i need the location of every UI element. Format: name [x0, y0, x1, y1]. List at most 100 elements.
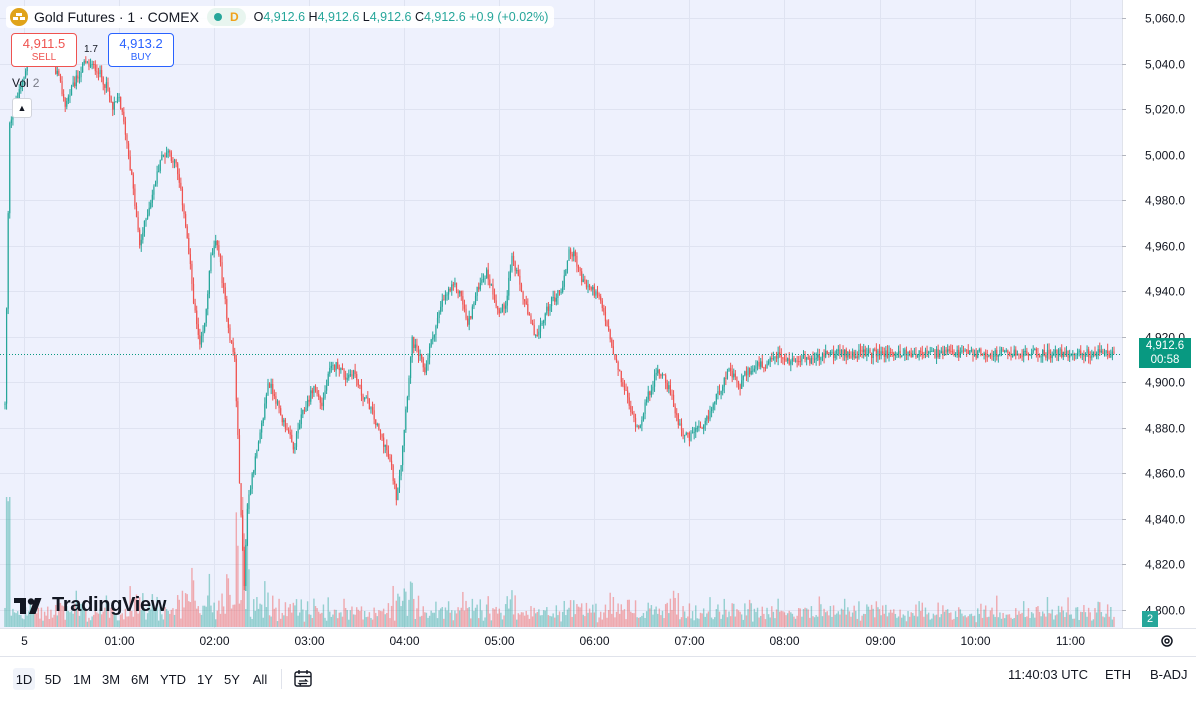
candle-body	[169, 150, 171, 153]
candle-body	[615, 358, 618, 363]
volume-bar	[508, 608, 510, 627]
volume-bar	[509, 599, 512, 627]
gear-icon[interactable]	[1158, 632, 1176, 650]
volume-bar	[289, 604, 291, 627]
candle-body	[972, 349, 974, 356]
timeframe-5y-button[interactable]: 5Y	[224, 671, 240, 687]
volume-bar	[207, 595, 209, 627]
volume-bar	[647, 602, 649, 627]
collapse-legend-button[interactable]: ▲	[12, 98, 32, 118]
volume-bar	[357, 609, 360, 627]
toolbar-divider	[281, 669, 282, 689]
candle-body	[145, 218, 147, 222]
symbol-title[interactable]: Gold Futures · 1 · COMEX	[34, 9, 199, 25]
candle-body	[712, 404, 714, 410]
timeframe-3m-button[interactable]: 3M	[101, 671, 121, 687]
candle-body	[173, 159, 176, 163]
volume-bar	[829, 605, 832, 627]
candle-body	[185, 214, 187, 227]
candle-body	[741, 380, 743, 389]
candle-body	[20, 84, 22, 89]
timeframe-all-button[interactable]: All	[252, 671, 268, 687]
volume-bar	[1113, 616, 1115, 627]
candle-body	[444, 294, 447, 300]
volume-bar	[1046, 597, 1049, 627]
price-axis[interactable]: 4,800.04,820.04,840.04,860.04,880.04,900…	[1122, 12, 1185, 618]
session-toggle[interactable]: ETH	[1105, 667, 1131, 682]
candle-body	[256, 450, 258, 457]
volume-bar	[322, 604, 325, 627]
volume-bar	[148, 605, 150, 627]
volume-bar	[463, 610, 466, 627]
volume-bar	[47, 606, 49, 627]
candle-body	[787, 358, 789, 362]
timeframe-ytd-button[interactable]: YTD	[160, 671, 186, 687]
candle-body	[915, 353, 917, 358]
candle-body	[446, 294, 448, 296]
buy-button[interactable]: 4,913.2 BUY	[108, 33, 174, 67]
adjustment-toggle[interactable]: B-ADJ	[1150, 667, 1188, 682]
candle-body	[75, 75, 77, 87]
market-status[interactable]: D	[206, 8, 246, 26]
candle-body	[326, 385, 328, 391]
candle-body	[146, 214, 149, 219]
go-to-date-icon[interactable]	[292, 669, 314, 689]
candle-body	[495, 300, 497, 307]
time-axis[interactable]: 5 01:00 02:00 03:00 04:00 05:00 06:00 07:00 08:0…	[21, 634, 1085, 648]
candle-body	[554, 297, 556, 302]
volume-bar	[745, 615, 748, 627]
volume-bar	[554, 617, 556, 627]
volume-bar	[83, 608, 85, 627]
volume-bar	[788, 610, 790, 627]
volume-bar	[817, 616, 819, 627]
volume-bar	[717, 604, 719, 627]
candle-body	[82, 63, 84, 73]
volume-bar	[371, 619, 374, 627]
volume-bar	[229, 594, 231, 627]
price-tick-label: 4,840.0	[1145, 513, 1185, 527]
timeframe-1d-button[interactable]: 1D	[13, 668, 35, 690]
volume-bar	[969, 614, 971, 627]
utc-clock[interactable]: 11:40:03 UTC	[1008, 667, 1088, 682]
volume-bar	[124, 608, 127, 627]
sell-button[interactable]: 4,911.5 SELL	[11, 33, 77, 67]
candle-body	[265, 394, 268, 404]
candle-body	[1045, 355, 1047, 358]
volume-bar	[1045, 616, 1047, 627]
volume-bar	[170, 609, 173, 627]
volume-bar	[493, 609, 496, 627]
timeframe-1m-button[interactable]: 1M	[72, 671, 92, 687]
candle-body	[26, 62, 28, 72]
volume-bar	[566, 609, 569, 627]
candle-body	[611, 339, 613, 347]
volume-bar	[777, 598, 779, 627]
volume-bar	[557, 615, 559, 627]
candle-body	[116, 97, 119, 102]
volume-bar	[340, 612, 342, 627]
candle-body	[349, 374, 351, 376]
volume-bar	[571, 616, 573, 627]
candle-body	[1029, 354, 1031, 356]
timeframe-5d-button[interactable]: 5D	[44, 671, 62, 687]
candle-body	[622, 382, 624, 387]
volume-bar	[592, 604, 594, 627]
candle-body	[815, 357, 817, 360]
volume-bar	[1021, 612, 1023, 627]
chart-canvas[interactable]: 4,800.04,820.04,840.04,860.04,880.04,900…	[0, 0, 1196, 656]
buy-price: 4,913.2	[119, 36, 163, 52]
volume-bar	[1054, 615, 1057, 627]
candle-body	[519, 275, 521, 285]
volume-legend[interactable]: Vol 2	[12, 76, 39, 90]
volume-bar	[1003, 618, 1006, 627]
volume-bar	[747, 609, 749, 627]
volume-bar	[815, 615, 817, 627]
candle-body	[516, 270, 518, 272]
candle-body	[289, 432, 291, 435]
volume-bar	[582, 614, 584, 627]
volume-bar	[934, 615, 936, 627]
volume-bar	[202, 605, 204, 627]
timeframe-6m-button[interactable]: 6M	[130, 671, 150, 687]
volume-bar	[257, 608, 260, 627]
timeframe-1y-button[interactable]: 1Y	[197, 671, 213, 687]
volume-bar	[16, 611, 19, 627]
